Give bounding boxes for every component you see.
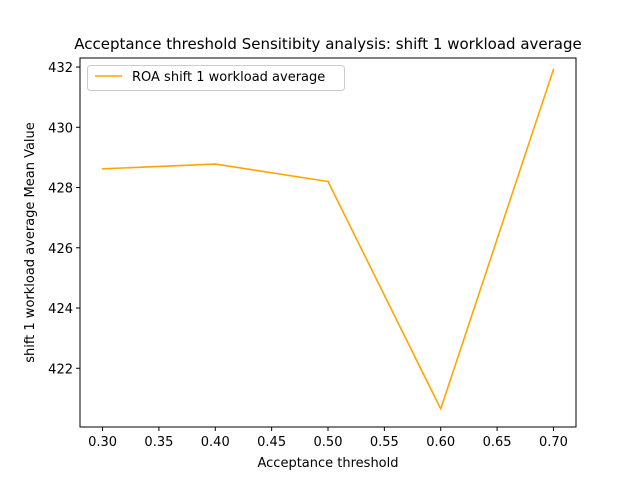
x-tick-label: 0.50	[314, 435, 343, 450]
y-tick-label: 432	[48, 61, 73, 76]
x-tick-label: 0.40	[201, 435, 230, 450]
x-tick-label: 0.45	[257, 435, 286, 450]
data-point	[552, 68, 555, 71]
y-tick-label: 424	[48, 302, 73, 317]
x-tick-label: 0.65	[483, 435, 512, 450]
data-point	[439, 408, 442, 410]
x-axis-ticks: 0.30 0.35 0.40 0.45 0.50 0.55 0.60 0.65 0.70	[88, 427, 568, 450]
plot-background	[80, 58, 576, 427]
y-tick-label: 426	[48, 242, 73, 257]
x-tick-label: 0.35	[144, 435, 173, 450]
y-axis-label: shift 1 workload average Mean Value	[23, 122, 38, 363]
x-axis-label: Acceptance threshold	[257, 456, 398, 471]
chart-title: Acceptance threshold Sensitibity analysi…	[74, 35, 582, 53]
data-point	[214, 163, 217, 165]
y-tick-label: 428	[48, 182, 73, 197]
series-layer	[101, 68, 555, 410]
legend: ROA shift 1 workload average	[87, 65, 345, 91]
x-tick-label: 0.60	[426, 435, 455, 450]
y-tick-label: 422	[48, 362, 73, 377]
legend-box	[87, 65, 345, 91]
x-tick-label: 0.70	[539, 435, 568, 450]
data-point	[101, 168, 104, 170]
data-point	[327, 180, 329, 183]
y-tick-label: 430	[48, 121, 73, 136]
legend-series-label: ROA shift 1 workload average	[132, 70, 325, 85]
plot-area	[79, 57, 577, 428]
x-tick-label: 0.30	[88, 435, 117, 450]
x-tick-label: 0.55	[370, 435, 399, 450]
y-axis-ticks: 422 424 426 428 430 432	[48, 61, 80, 377]
